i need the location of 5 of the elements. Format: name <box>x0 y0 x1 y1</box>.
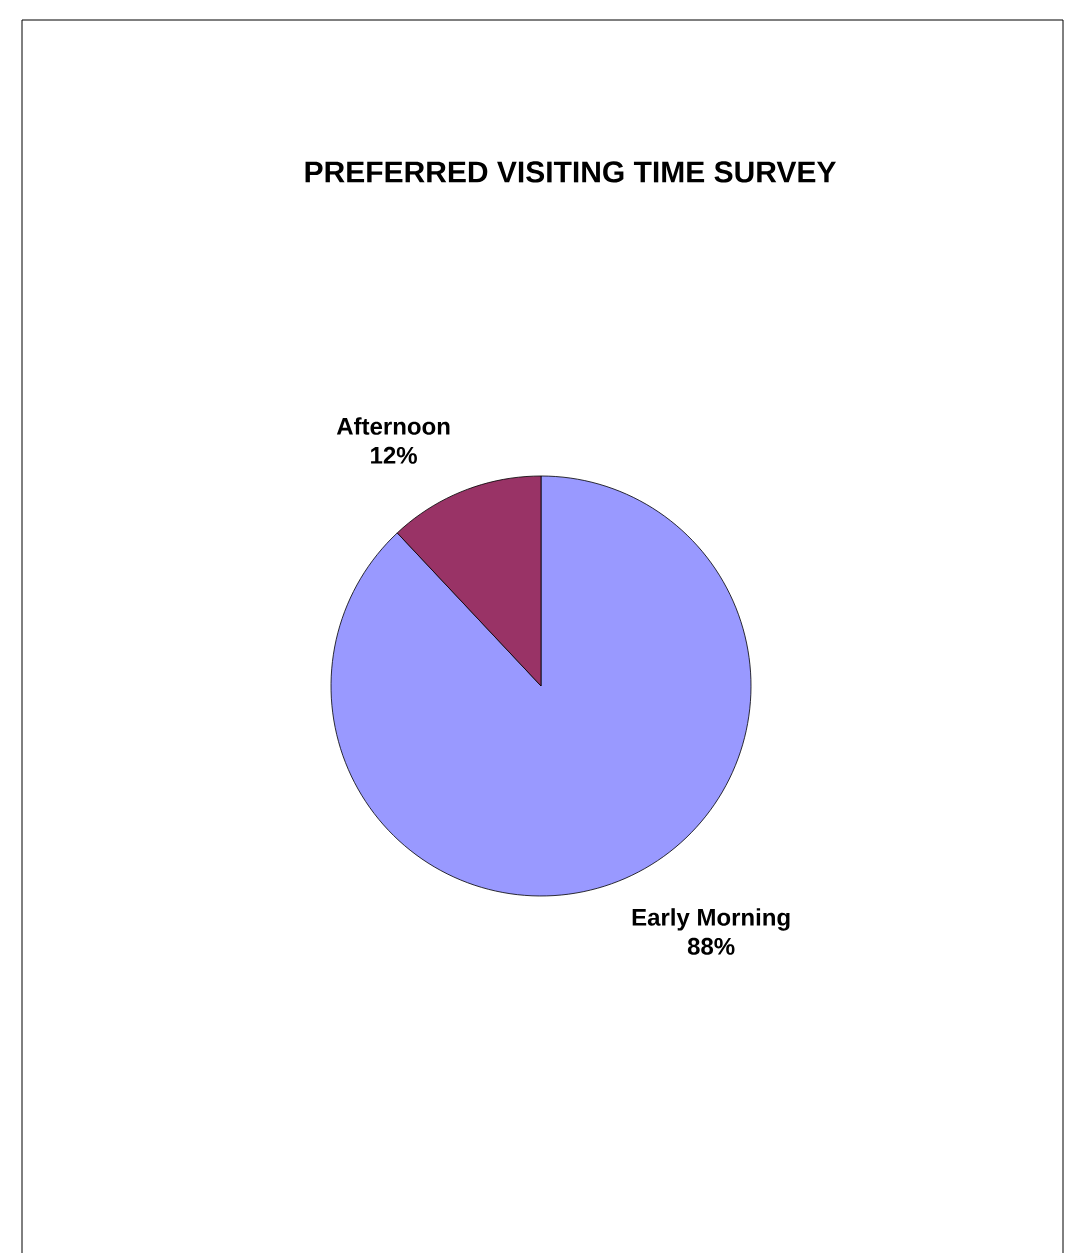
data-label: 88% <box>687 937 735 955</box>
slice-label: Early Morning <box>632 908 790 931</box>
data-label: 12% <box>371 446 417 464</box>
chart-title: PREFERRED VISITING TIME SURVEY <box>305 161 836 183</box>
slice-label: Afternoon <box>336 417 450 435</box>
